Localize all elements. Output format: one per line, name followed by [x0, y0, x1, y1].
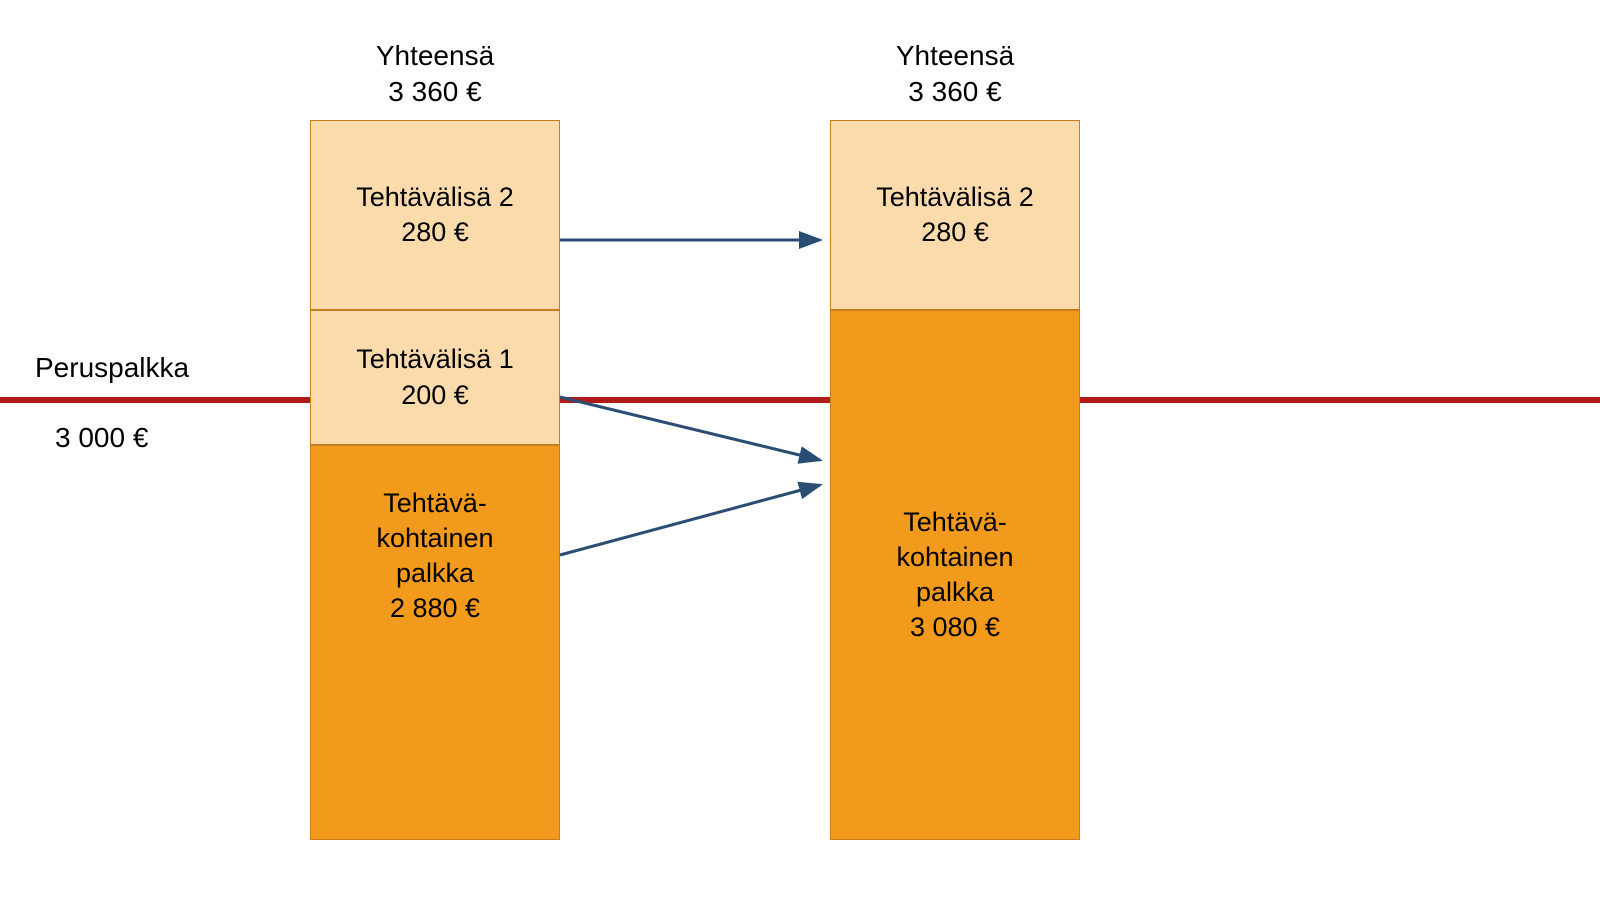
arrow-3 [560, 485, 820, 555]
reference-line-segment-2 [560, 397, 830, 403]
reference-line-segment-1 [0, 397, 310, 403]
bar1-seg1-label1: Tehtävälisä 2 [356, 180, 514, 215]
bar2-seg2-label2: kohtainen [896, 540, 1013, 575]
bar2-total-line1: Yhteensä [896, 40, 1014, 71]
bar1-seg-tehtavalisa-2: Tehtävälisä 2 280 € [310, 120, 560, 310]
bar1-seg3-label4: 2 880 € [390, 591, 480, 626]
bar2-total-line2: 3 360 € [908, 76, 1001, 107]
bar2-seg1-label1: Tehtävälisä 2 [876, 180, 1034, 215]
bar1-seg3-label3: palkka [396, 556, 474, 591]
arrows-layer [0, 0, 1600, 900]
arrow-2 [560, 397, 820, 460]
bar2-seg1-label2: 280 € [921, 215, 989, 250]
bar2-seg2-label4: 3 080 € [910, 610, 1000, 645]
bar2-seg-tehtavalisa-2: Tehtävälisä 2 280 € [830, 120, 1080, 310]
bar1-seg2-label1: Tehtävälisä 1 [356, 342, 514, 377]
reference-line-label-bottom: 3 000 € [55, 420, 148, 456]
bar1-total: Yhteensä 3 360 € [310, 38, 560, 111]
bar1-seg-tehtavakohtainen: Tehtävä- kohtainen palkka 2 880 € [310, 445, 560, 840]
bar1-seg3-label1: Tehtävä- [383, 486, 487, 521]
bar2-seg-tehtavakohtainen: Tehtävä- kohtainen palkka 3 080 € [830, 310, 1080, 840]
bar1-total-line1: Yhteensä [376, 40, 494, 71]
bar1-seg2-label2: 200 € [401, 378, 469, 413]
bar1-seg1-label2: 280 € [401, 215, 469, 250]
bar1-seg-tehtavalisa-1: Tehtävälisä 1 200 € [310, 310, 560, 445]
bar2-total: Yhteensä 3 360 € [830, 38, 1080, 111]
reference-line-label-top: Peruspalkka [35, 350, 189, 386]
diagram-container: Peruspalkka 3 000 € Yhteensä 3 360 € Teh… [0, 0, 1600, 900]
bar2-seg2-label1: Tehtävä- [903, 505, 1007, 540]
bar2-seg2-label3: palkka [916, 575, 994, 610]
reference-line-segment-3 [1080, 397, 1600, 403]
bar1-seg3-label2: kohtainen [376, 521, 493, 556]
bar1-total-line2: 3 360 € [388, 76, 481, 107]
